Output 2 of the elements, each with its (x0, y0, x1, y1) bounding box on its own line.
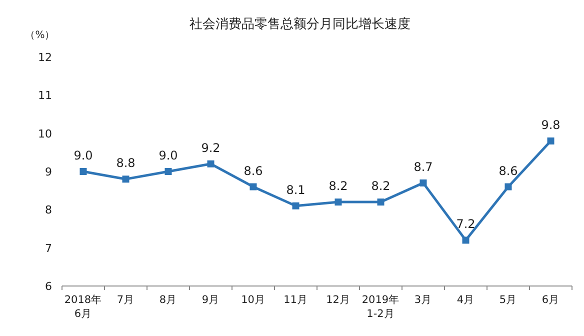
title: 社会消费品零售总额分月同比增长速度 (190, 17, 410, 32)
ylabel: （%） (25, 30, 55, 41)
